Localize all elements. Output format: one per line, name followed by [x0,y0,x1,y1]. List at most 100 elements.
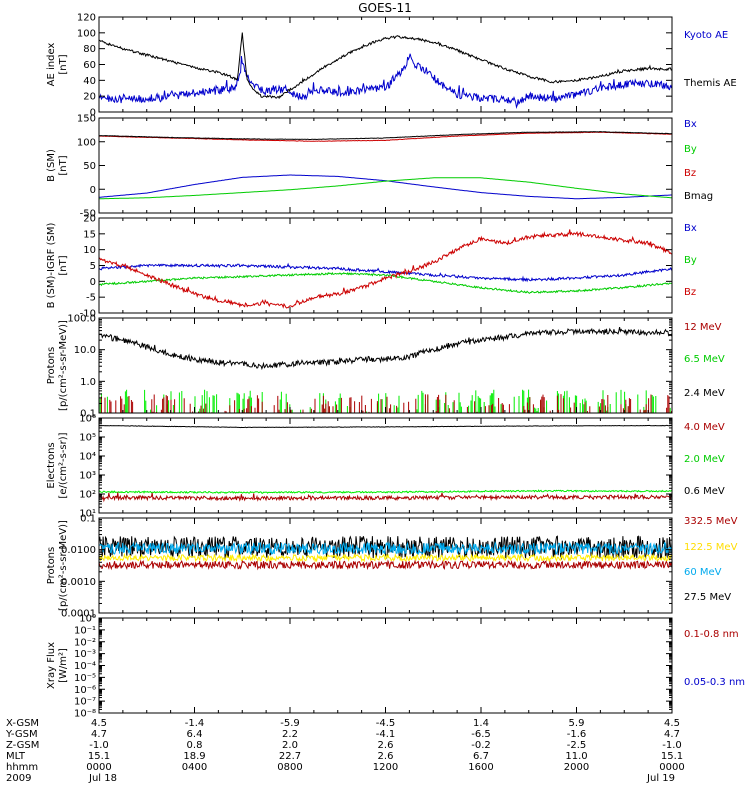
legend-entry: 12 MeV [684,322,722,333]
y-axis-label: Protons [46,347,57,384]
y-tick-label: 80 [83,44,96,55]
y-axis-unit: [nT] [58,155,69,175]
y-tick-label: 40 [83,76,96,87]
series-332-5-mev [99,535,672,561]
footer-cell: 0800 [277,762,302,773]
footer-cell: 11.0 [565,751,587,762]
footer-cell: 1600 [468,762,493,773]
series-bx [99,174,672,200]
footer-cell: -4.1 [376,729,396,740]
legend-entry: 4.0 MeV [684,422,725,433]
y-tick-label: 10⁻⁶ [74,685,96,696]
y-axis-label: AE index [46,43,57,87]
footer-cell: -6.5 [471,729,491,740]
y-tick-label: 10⁻³ [74,649,96,660]
panel-series-group [99,229,672,309]
legend-entry: Bx [684,223,697,234]
legend-entry: Bx [684,119,697,130]
series-27-5-mev [99,559,672,571]
legend-entry: 332.5 MeV [684,516,738,527]
y-tick-label: 10⁶ [79,414,96,425]
y-tick-label: 150 [77,114,96,125]
y-tick-label: 50 [83,161,96,172]
panel-frame [98,417,673,514]
footer-cell: -2.5 [567,740,587,751]
series-12-mev [100,394,672,413]
panel-series-group [99,424,672,503]
panel-frame [98,517,673,614]
legend-entry: Themis AE [683,78,737,89]
y-tick-label: 0 [90,108,96,119]
footer-cell: 2.2 [282,729,298,740]
y-axis-label: Protons [46,547,57,584]
y-tick-label: 10⁻¹ [74,625,96,636]
y-tick-label: 10⁻⁵ [74,673,96,684]
legend-entry: 2.0 MeV [684,454,725,465]
footer-row-label: MLT [6,751,26,762]
y-tick-label: 20 [83,92,96,103]
footer-cell: Jul 18 [88,773,117,784]
legend-entry: Kyoto AE [684,30,728,41]
footer-cell: 22.7 [279,751,301,762]
series-bx [99,262,672,283]
panel-2: -50 0 50 100 150 B (SM) [nT] Bx By Bz Bmag [46,114,713,220]
y-tick-label: -10 [80,309,96,320]
panel-series-group [99,535,672,571]
series-kyoto-ae [99,53,672,109]
series-themis-ae [99,32,672,100]
legend-entry: 2.4 MeV [684,388,725,399]
y-axis-label: B (SM)-IGRF (SM) [46,223,57,309]
footer-cell: 0400 [182,762,207,773]
y-axis-unit: [W/m²] [58,648,69,683]
footer-cell: 18.9 [183,751,205,762]
series-60-mev [99,540,672,556]
footer-cell: 6.7 [473,751,489,762]
series-bmag [99,131,672,141]
footer-cell: 4.7 [91,729,107,740]
legend-entry: 27.5 MeV [684,592,731,603]
footer-cell: 15.1 [88,751,110,762]
y-axis-unit: [p/(cm²-s-sr-MeV)] [58,520,69,611]
footer-row-label: Y-GSM [5,729,38,740]
y-tick-label: 120 [77,13,96,24]
y-tick-label: 0.0010 [61,577,96,588]
footer-cell: -1.0 [89,740,109,751]
footer-cell: 4.5 [91,718,107,729]
panel-frame [98,617,673,714]
series-122-5-mev [99,552,672,563]
footer-cell: 4.5 [664,718,680,729]
legend-entry: 0.1-0.8 nm [684,629,739,640]
footer-row-label: X-GSM [6,718,39,729]
legend-entry: 6.5 MeV [684,354,725,365]
y-axis-label: B (SM) [46,149,57,182]
y-tick-label: 100 [77,137,96,148]
y-axis-unit: [e/(cm²-s-sr)] [58,432,69,498]
y-tick-label: 5 [90,261,96,272]
y-tick-label: 10.0 [74,345,96,356]
series-4-0-mev [99,492,672,503]
y-tick-label: 10³ [79,471,96,482]
series-by [99,271,672,294]
y-tick-label: 100 [77,28,96,39]
footer-cell: 6.4 [187,729,203,740]
y-axis-unit: [nT] [58,255,69,275]
legend-entry: 60 MeV [684,567,722,578]
series-2-4-mev [99,327,672,371]
footer-cell: -0.2 [471,740,491,751]
footer-cell: -1.4 [185,718,205,729]
series-bz [99,131,672,142]
footer-cell: 5.9 [569,718,585,729]
y-axis-unit: [nT] [58,54,69,74]
panel-5: 10¹ 10² 10³ 10⁴ 10⁵ 10⁶ Electrons [e/(cm²-s-sr)… [46,414,725,520]
y-tick-label: 10⁰ [79,614,96,625]
y-tick-label: 0 [90,185,96,196]
y-tick-label: 10² [79,490,96,501]
footer-cell: 0000 [86,762,111,773]
footer-cell: 2.6 [378,740,394,751]
footer-cell: 2.6 [378,751,394,762]
y-tick-label: 20 [83,214,96,225]
footer-cell: 15.1 [661,751,683,762]
